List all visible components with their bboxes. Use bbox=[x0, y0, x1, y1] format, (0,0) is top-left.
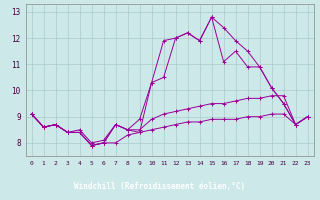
Text: Windchill (Refroidissement éolien,°C): Windchill (Refroidissement éolien,°C) bbox=[75, 182, 245, 191]
